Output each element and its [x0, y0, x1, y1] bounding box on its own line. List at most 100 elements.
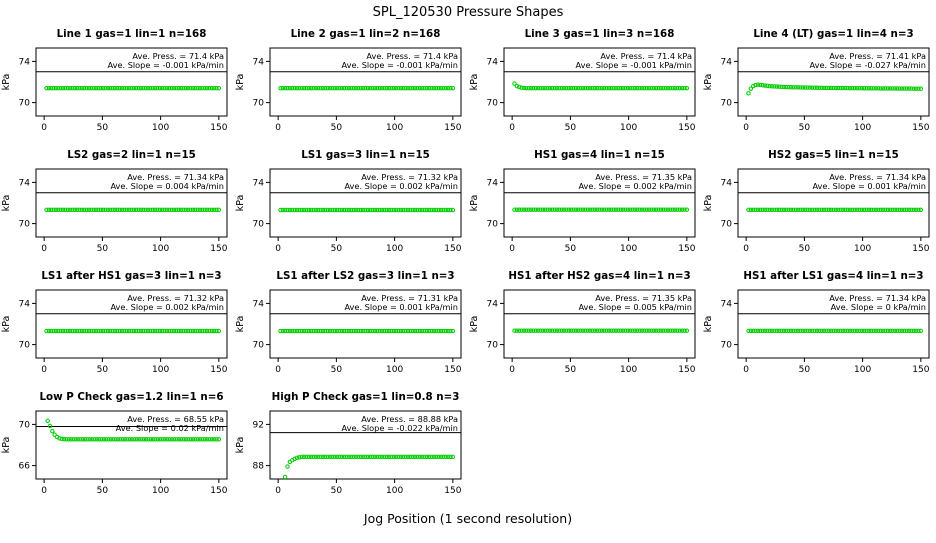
- data-point: [360, 328, 366, 334]
- data-point: [876, 86, 881, 91]
- data-point: [320, 85, 326, 91]
- data-point: [382, 85, 387, 91]
- data-point: [44, 328, 49, 334]
- subplot-title: LS1 gas=3 lin=1 n=15: [301, 149, 430, 161]
- data-point: [840, 328, 846, 334]
- data-point: [887, 86, 893, 91]
- data-point: [211, 328, 217, 334]
- data-point: [864, 207, 869, 213]
- plot-box: [269, 289, 462, 359]
- data-point: [670, 207, 675, 212]
- data-point: [162, 437, 168, 442]
- data-point: [682, 85, 687, 91]
- data-points: [278, 207, 456, 213]
- data-point: [344, 328, 349, 334]
- data-point: [580, 85, 586, 91]
- data-point: [197, 207, 203, 213]
- data-point: [138, 85, 144, 91]
- data-point: [365, 454, 371, 460]
- data-point: [93, 328, 99, 334]
- data-point: [873, 86, 879, 91]
- data-point: [590, 207, 595, 212]
- x-axis-ticks: 0 50 100 150: [509, 237, 696, 254]
- data-point: [441, 454, 446, 460]
- subplot-14: High P Check gas=1 lin=0.8 n=3 0 50 100 150 8…: [235, 391, 462, 496]
- data-point: [885, 328, 890, 334]
- data-point: [195, 437, 200, 442]
- data-point: [188, 85, 193, 91]
- data-point: [287, 85, 293, 91]
- data-point: [649, 207, 654, 212]
- plot-box: [503, 47, 696, 117]
- data-point: [193, 437, 198, 442]
- data-point: [67, 328, 73, 334]
- avg-slope-annotation: Ave. Slope = 0.002 kPa/min: [110, 302, 224, 312]
- data-point: [618, 85, 623, 91]
- x-tick-label: 0: [41, 365, 47, 375]
- data-point: [398, 328, 404, 334]
- data-point: [533, 207, 538, 212]
- data-point: [79, 85, 85, 91]
- data-point: [90, 437, 95, 442]
- data-point: [197, 328, 203, 334]
- data-point: [283, 328, 288, 334]
- data-point: [292, 85, 297, 91]
- data-point: [639, 85, 645, 91]
- data-points: [278, 328, 456, 334]
- y-axis-label: kPa: [1, 437, 12, 454]
- data-point: [620, 85, 626, 91]
- data-point: [906, 86, 912, 91]
- data-point: [651, 328, 656, 333]
- data-point: [557, 207, 562, 212]
- data-point: [283, 207, 288, 213]
- data-point: [611, 207, 616, 212]
- data-point: [746, 328, 751, 334]
- data-point: [330, 454, 335, 460]
- data-point: [105, 85, 111, 91]
- data-point: [332, 454, 337, 460]
- data-point: [323, 328, 328, 334]
- data-point: [653, 207, 659, 212]
- data-points: [746, 82, 924, 96]
- data-points: [44, 207, 222, 213]
- data-point: [535, 85, 541, 91]
- data-point: [415, 207, 420, 213]
- data-point: [86, 85, 92, 91]
- data-point: [152, 85, 158, 91]
- data-point: [599, 85, 605, 91]
- data-point: [287, 328, 293, 334]
- data-point: [311, 85, 316, 91]
- avg-slope-annotation: Ave. Slope = 0.004 kPa/min: [110, 181, 224, 191]
- data-point: [438, 207, 444, 213]
- data-point: [98, 328, 103, 334]
- data-point: [159, 328, 165, 334]
- data-point: [880, 86, 886, 91]
- y-axis-label: kPa: [235, 195, 246, 212]
- data-point: [96, 85, 101, 91]
- data-point: [408, 454, 413, 460]
- data-point: [602, 207, 607, 212]
- subplot-2: Line 2 gas=1 lin=2 n=168 0 50 100 150 70 74 kPa…: [235, 28, 462, 133]
- data-point: [299, 328, 304, 334]
- data-point: [878, 328, 883, 334]
- y-tick-label: 88: [253, 462, 265, 472]
- data-point: [155, 85, 160, 91]
- data-point: [637, 328, 642, 333]
- data-point: [630, 85, 635, 91]
- data-point: [871, 207, 876, 213]
- data-point: [843, 207, 848, 213]
- data-point: [545, 85, 550, 91]
- data-point: [316, 328, 321, 334]
- data-point: [573, 85, 579, 91]
- data-point: [616, 207, 621, 212]
- data-point: [301, 85, 307, 91]
- x-tick-label: 50: [565, 365, 577, 375]
- data-point: [746, 207, 751, 213]
- data-point: [762, 207, 768, 213]
- data-point: [604, 85, 609, 91]
- data-point: [760, 207, 765, 213]
- data-point: [393, 85, 399, 91]
- data-point: [620, 207, 626, 212]
- data-point: [594, 328, 600, 333]
- data-point: [533, 85, 538, 91]
